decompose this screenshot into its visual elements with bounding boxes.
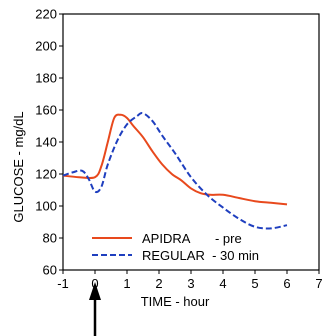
legend-label: APIDRA - pre <box>142 231 242 246</box>
x-axis-label: TIME - hour <box>141 294 210 309</box>
y-tick-label: 200 <box>35 39 57 54</box>
legend: APIDRA - pre REGULAR - 30 min <box>92 231 259 263</box>
y-tick-label: 80 <box>43 231 57 246</box>
y-tick-label: 220 <box>35 7 57 22</box>
y-tick-label: 60 <box>43 263 57 278</box>
y-tick-label: 140 <box>35 135 57 150</box>
y-tick-label: 180 <box>35 71 57 86</box>
legend-label: REGULAR - 30 min <box>142 248 259 263</box>
x-tick-label: 3 <box>187 276 194 291</box>
x-tick-label: 6 <box>283 276 290 291</box>
y-axis-label: GLUCOSE - mg/dL <box>11 111 26 222</box>
x-tick-label: 1 <box>123 276 130 291</box>
y-tick-label: 100 <box>35 199 57 214</box>
series-line-regular <box>62 112 288 230</box>
series-lines <box>62 112 288 230</box>
x-tick-label: 2 <box>155 276 162 291</box>
x-tick-label: 7 <box>315 276 322 291</box>
x-tick-label: -1 <box>57 276 69 291</box>
y-tick-label: 120 <box>35 167 57 182</box>
y-tick-label: 160 <box>35 103 57 118</box>
x-tick-label: 4 <box>219 276 226 291</box>
arrow-head <box>89 282 101 300</box>
dose-arrow-annotation <box>89 282 101 336</box>
x-tick-label: 5 <box>251 276 258 291</box>
series-line-apidra <box>62 113 288 206</box>
